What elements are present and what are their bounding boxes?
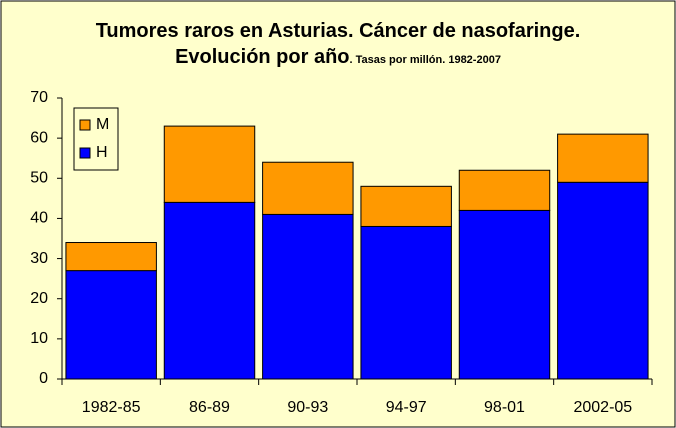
bar-segment xyxy=(163,201,256,380)
y-tick-label: 20 xyxy=(30,290,48,307)
legend-label: M xyxy=(96,116,109,133)
bar-segment xyxy=(360,185,452,227)
bar-segment xyxy=(458,209,551,380)
bar-segment xyxy=(557,181,649,380)
x-tick-label: 90-93 xyxy=(287,399,328,416)
legend-label: H xyxy=(96,144,108,161)
chart-title: Tumores raros en Asturias. Cáncer de nas… xyxy=(95,20,581,68)
x-tick-label: 94-97 xyxy=(386,399,427,416)
y-tick-label: 70 xyxy=(30,89,48,106)
title-block: Tumores raros en Asturias. Cáncer de nas… xyxy=(60,18,616,73)
bar-segment xyxy=(65,242,157,272)
x-tick-label: 86-89 xyxy=(189,399,230,416)
bar-segment xyxy=(360,225,452,380)
legend-box xyxy=(73,107,119,171)
y-tick-label: 50 xyxy=(30,170,48,187)
y-tick-label: 40 xyxy=(30,210,48,227)
y-tick-label: 10 xyxy=(30,330,48,347)
bar-segment xyxy=(557,133,649,183)
x-tick-label: 2002-05 xyxy=(573,399,632,416)
bar-segment xyxy=(458,169,551,211)
y-tick-label: 0 xyxy=(39,370,48,387)
bar-segment xyxy=(262,213,354,380)
x-tick-label: 98-01 xyxy=(484,399,525,416)
bar-segment xyxy=(163,125,256,203)
bar-segment xyxy=(262,161,354,215)
legend-swatch xyxy=(79,147,91,159)
y-tick-label: 30 xyxy=(30,250,48,267)
bar-segment xyxy=(65,270,157,380)
legend-swatch xyxy=(79,119,91,131)
chart-subtitle: . Tasas por millón. 1982-2007 xyxy=(349,54,501,66)
x-tick-label: 1982-85 xyxy=(82,399,141,416)
y-tick-label: 60 xyxy=(30,129,48,146)
